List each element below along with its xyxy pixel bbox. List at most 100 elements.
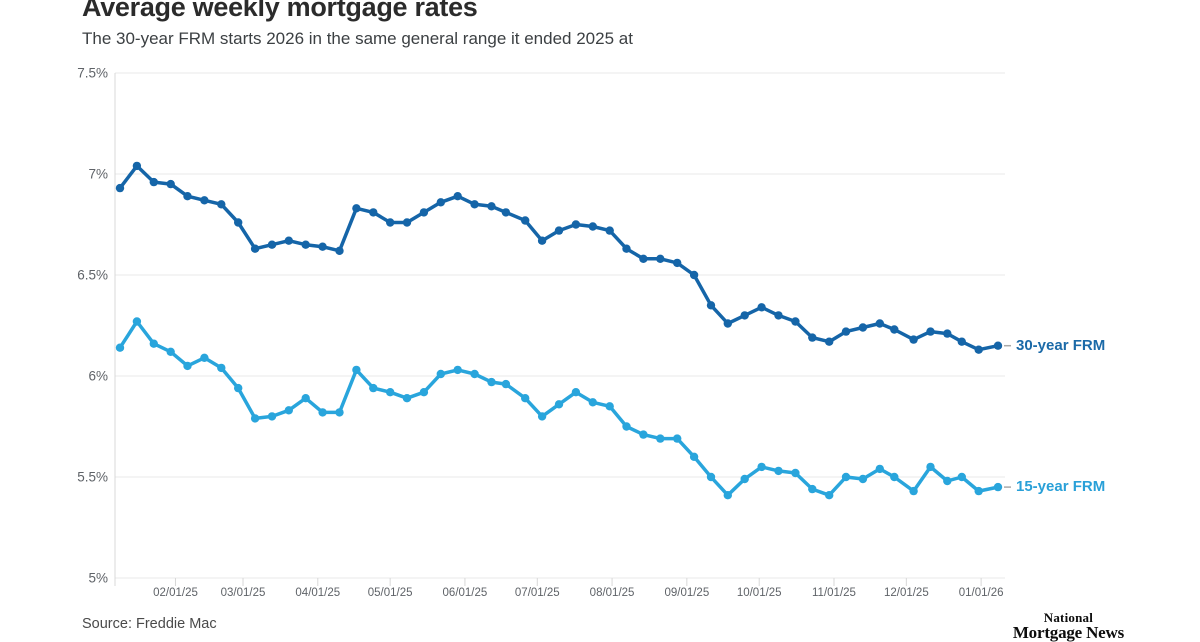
data-point-marker: [234, 218, 243, 227]
data-point-marker: [521, 216, 530, 225]
data-point-marker: [318, 408, 327, 417]
y-tick-label: 7.5%: [77, 66, 108, 81]
data-point-marker: [605, 226, 614, 235]
data-point-marker: [943, 476, 952, 486]
data-point-marker: [183, 361, 192, 371]
data-point-marker: [369, 208, 378, 217]
data-point-marker: [183, 192, 192, 201]
data-point-marker: [284, 406, 293, 415]
data-point-marker: [957, 337, 966, 346]
data-point-marker: [284, 236, 293, 245]
data-point-marker: [656, 434, 665, 443]
y-tick-label: 6.5%: [77, 268, 108, 283]
x-tick-label: 06/01/25: [443, 587, 488, 599]
data-point-marker: [217, 200, 226, 209]
data-point-marker: [470, 369, 479, 379]
data-point-marker: [588, 398, 597, 407]
data-point-marker: [267, 412, 277, 421]
data-point-marker: [656, 254, 665, 263]
data-point-marker: [301, 240, 310, 249]
y-tick-label: 7%: [88, 167, 108, 182]
data-point-marker: [250, 244, 260, 253]
data-point-marker: [740, 474, 749, 484]
data-point-marker: [166, 179, 175, 189]
x-tick-label: 08/01/25: [590, 587, 635, 599]
data-point-marker: [501, 379, 511, 389]
logo-line-2: Mortgage News: [1012, 623, 1124, 642]
data-point-marker: [957, 472, 966, 482]
data-point-marker: [352, 204, 361, 213]
data-point-marker: [554, 226, 564, 235]
data-point-marker: [453, 365, 462, 375]
data-point-marker: [639, 430, 648, 439]
data-point-marker: [234, 383, 243, 393]
data-point-marker: [501, 208, 511, 217]
data-point-marker: [149, 339, 158, 348]
data-point-marker: [757, 303, 766, 312]
data-point-marker: [386, 388, 395, 397]
logo-line-1: National: [1043, 610, 1094, 625]
data-point-marker: [352, 365, 361, 375]
data-point-marker: [571, 388, 581, 397]
data-point-marker: [723, 491, 732, 500]
data-point-marker: [875, 319, 884, 328]
data-point-marker: [487, 377, 496, 387]
data-point-marker: [841, 327, 851, 336]
data-point-marker: [689, 270, 699, 280]
data-point-marker: [974, 486, 983, 496]
x-tick-label: 04/01/25: [295, 587, 340, 599]
data-point-marker: [909, 486, 918, 496]
data-point-marker: [537, 236, 547, 245]
chart-title: Average weekly mortgage rates: [82, 0, 478, 22]
data-point-marker: [791, 317, 800, 326]
data-point-marker: [673, 434, 682, 443]
data-point-marker: [825, 491, 834, 500]
data-point-marker: [419, 388, 429, 397]
data-point-marker: [723, 319, 732, 328]
data-point-marker: [993, 341, 1003, 350]
data-point-marker: [369, 383, 378, 393]
source-note: Source: Freddie Mac: [82, 616, 217, 632]
x-tick-label: 09/01/25: [664, 587, 709, 599]
data-point-marker: [875, 464, 884, 474]
data-point-marker: [453, 192, 462, 201]
data-point-marker: [335, 246, 344, 255]
series-line-30-year-frm: [118, 164, 1000, 352]
data-point-marker: [217, 363, 226, 373]
x-tick-label: 07/01/25: [515, 587, 560, 599]
data-point-marker: [993, 482, 1003, 492]
data-point-marker: [470, 200, 479, 209]
data-point-marker: [115, 343, 125, 352]
x-tick-label: 11/01/25: [812, 587, 856, 599]
data-point-marker: [622, 244, 631, 253]
data-point-marker: [250, 414, 260, 423]
data-point-marker: [890, 472, 899, 482]
x-tick-label: 10/01/25: [737, 587, 782, 599]
data-point-marker: [757, 462, 766, 472]
data-point-marker: [386, 218, 395, 227]
data-point-marker: [419, 208, 429, 217]
data-point-marker: [335, 408, 344, 417]
x-tick-label: 12/01/25: [884, 587, 929, 599]
data-point-marker: [132, 161, 142, 171]
data-point-marker: [588, 222, 597, 231]
data-point-marker: [436, 198, 445, 207]
data-point-marker: [267, 240, 277, 249]
data-point-marker: [673, 258, 682, 268]
data-point-marker: [774, 311, 783, 320]
data-point-marker: [890, 325, 899, 334]
data-point-marker: [622, 422, 631, 431]
data-point-marker: [926, 462, 935, 472]
data-point-marker: [858, 323, 868, 332]
data-point-marker: [841, 472, 851, 482]
data-point-marker: [791, 468, 800, 478]
series-label-15-year-frm: 15-year FRM: [1016, 478, 1106, 496]
national-mortgage-news-logo: National Mortgage News: [1013, 611, 1124, 641]
data-point-marker: [487, 202, 496, 211]
x-tick-label: 01/01/26: [959, 587, 1004, 599]
data-point-marker: [825, 337, 834, 346]
data-point-marker: [706, 301, 716, 310]
data-point-marker: [132, 317, 142, 326]
data-point-marker: [689, 452, 699, 461]
